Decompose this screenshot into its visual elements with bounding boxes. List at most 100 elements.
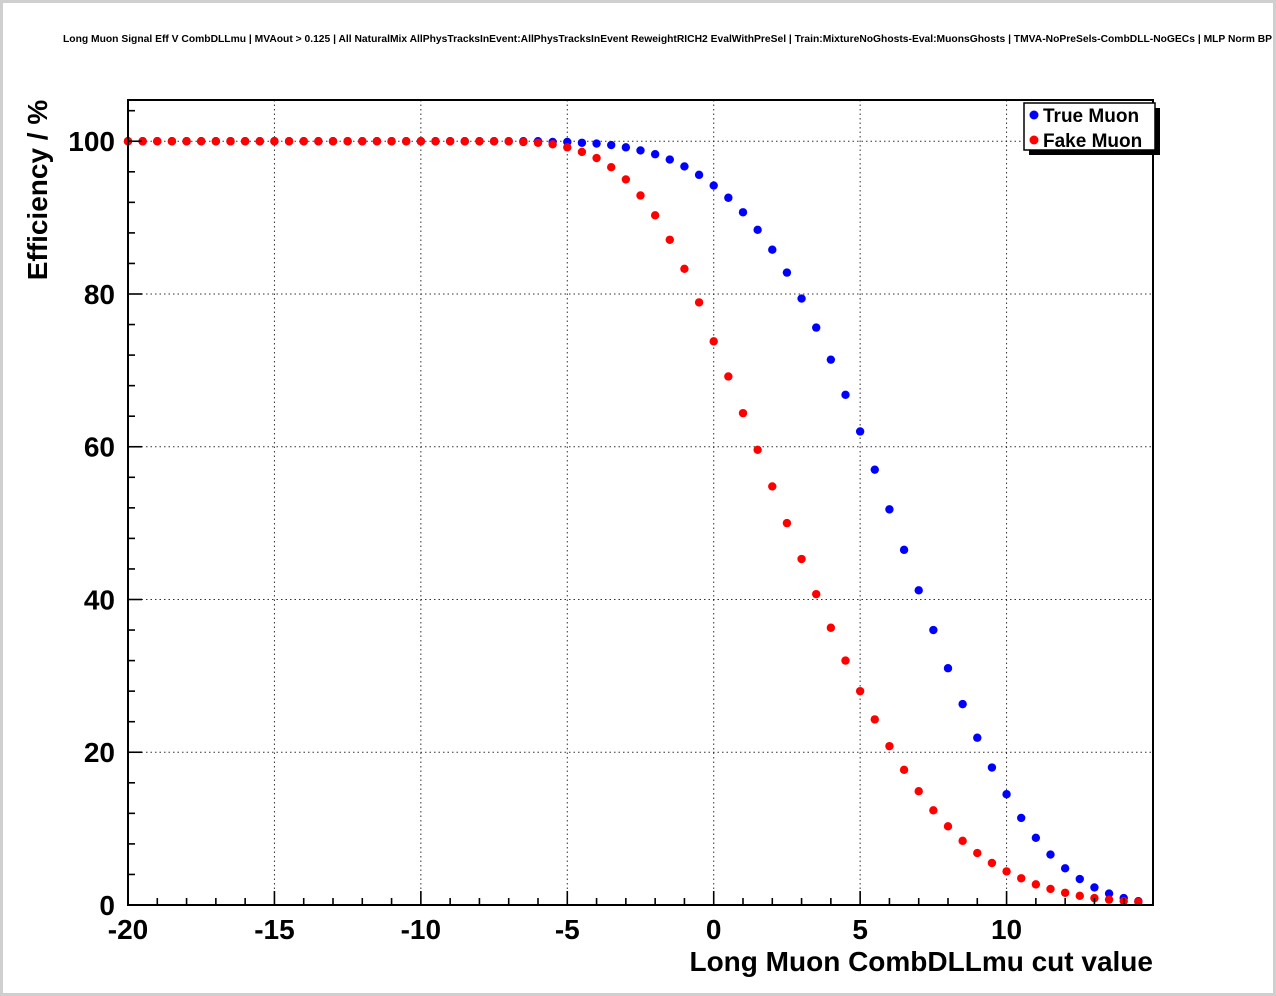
data-point-fake-muon (387, 137, 396, 146)
data-point-fake-muon (1031, 880, 1041, 889)
y-tick-label: 40 (84, 584, 115, 615)
data-point-fake-muon (694, 298, 704, 307)
data-point-fake-muon (1046, 884, 1055, 894)
data-point-fake-muon (416, 137, 426, 146)
data-point-true-muon (855, 427, 865, 436)
data-point-true-muon (826, 355, 836, 364)
data-point-true-muon (607, 140, 616, 150)
data-point-fake-muon (1002, 867, 1011, 876)
data-point-fake-muon (973, 848, 982, 858)
data-point-true-muon (709, 181, 718, 190)
data-point-true-muon (943, 664, 953, 673)
data-point-true-muon (841, 390, 850, 400)
x-tick-label: -5 (555, 914, 580, 945)
y-axis-ticks (128, 109, 142, 906)
data-point-fake-muon (460, 137, 469, 146)
data-point-fake-muon (445, 137, 455, 146)
data-point-fake-muon (1104, 895, 1114, 904)
data-point-true-muon (1046, 850, 1055, 859)
x-axis-ticks (127, 891, 1154, 905)
data-point-fake-muon (782, 518, 792, 528)
legend-label-fake-muon: Fake Muon (1043, 131, 1142, 152)
data-point-fake-muon (167, 137, 177, 146)
legend-label-true-muon: True Muon (1043, 106, 1139, 127)
data-point-true-muon (680, 162, 689, 171)
legend: True Muon Fake Muon (1023, 102, 1160, 155)
data-point-fake-muon (650, 211, 660, 220)
true-muon-marker-icon (1029, 110, 1039, 120)
data-point-fake-muon (826, 623, 836, 632)
x-tick-labels: -20 -15 -10 -5 0 5 10 (108, 914, 1022, 945)
plot-title: Long Muon Signal Eff V CombDLLmu | MVAou… (63, 34, 1273, 45)
data-point-true-muon (694, 170, 704, 180)
data-point-fake-muon (563, 143, 572, 152)
fake-muon-marker-icon (1029, 135, 1039, 145)
legend-entry-fake-muon: Fake Muon (1029, 131, 1142, 152)
y-tick-label: 0 (99, 890, 115, 921)
data-point-fake-muon (577, 147, 587, 157)
y-axis-label: Efficiency / % (22, 100, 53, 281)
data-point-true-muon (724, 193, 733, 202)
data-point-true-muon (812, 323, 821, 332)
data-point-fake-muon (870, 715, 879, 724)
y-tick-labels: 0 20 40 60 80 100 (68, 126, 115, 921)
data-point-fake-muon (314, 137, 323, 146)
data-point-true-muon (636, 146, 645, 155)
data-point-fake-muon (899, 765, 909, 775)
data-point-fake-muon (841, 656, 850, 665)
data-point-fake-muon (987, 858, 997, 868)
data-point-fake-muon (958, 836, 967, 846)
data-point-true-muon (1075, 874, 1084, 884)
data-point-fake-muon (328, 137, 338, 146)
data-point-true-muon (782, 268, 792, 277)
data-point-true-muon (621, 143, 631, 152)
x-tick-label: 0 (706, 914, 722, 945)
data-point-true-muon (885, 505, 894, 514)
data-point-true-muon (1104, 889, 1114, 898)
data-point-true-muon (870, 465, 879, 474)
data-point-fake-muon (855, 686, 865, 696)
data-point-fake-muon (343, 137, 352, 146)
y-tick-label: 60 (84, 432, 115, 463)
data-point-true-muon (973, 733, 982, 742)
y-tick-label: 80 (84, 279, 115, 310)
data-point-true-muon (797, 294, 806, 303)
data-point-true-muon (753, 225, 762, 235)
y-tick-label: 100 (68, 126, 115, 157)
data-point-fake-muon (709, 337, 718, 346)
efficiency-chart: Long Muon Signal Eff V CombDLLmu | MVAou… (3, 3, 1273, 993)
data-point-true-muon (987, 763, 997, 772)
legend-box (1023, 102, 1156, 151)
data-point-fake-muon (914, 787, 923, 796)
data-point-fake-muon (255, 137, 264, 146)
data-point-fake-muon (724, 372, 733, 381)
data-point-fake-muon (797, 554, 806, 564)
data-point-fake-muon (299, 137, 308, 146)
x-tick-label: -15 (254, 914, 294, 945)
data-point-fake-muon (226, 137, 235, 146)
data-point-true-muon (768, 245, 777, 254)
series-fake-muon (123, 137, 1143, 907)
data-point-true-muon (577, 138, 587, 147)
data-point-true-muon (1090, 883, 1099, 892)
data-point-fake-muon (372, 137, 382, 146)
data-point-true-muon (929, 625, 938, 635)
data-point-true-muon (1017, 813, 1026, 823)
x-tick-label: -20 (108, 914, 148, 945)
data-point-fake-muon (211, 137, 221, 146)
data-point-true-muon (738, 208, 748, 217)
data-point-true-muon (1060, 864, 1070, 873)
data-point-fake-muon (240, 137, 250, 146)
data-point-fake-muon (1017, 874, 1026, 883)
y-tick-label: 20 (84, 737, 115, 768)
data-point-fake-muon (592, 153, 601, 163)
data-point-fake-muon (197, 137, 206, 146)
data-point-fake-muon (519, 137, 528, 147)
data-point-fake-muon (943, 822, 953, 831)
data-point-fake-muon (812, 589, 821, 599)
data-point-fake-muon (621, 175, 631, 184)
legend-entry-true-muon: True Muon (1029, 106, 1139, 127)
data-point-fake-muon (475, 137, 484, 146)
data-point-true-muon (665, 155, 674, 164)
data-point-true-muon (592, 139, 601, 148)
